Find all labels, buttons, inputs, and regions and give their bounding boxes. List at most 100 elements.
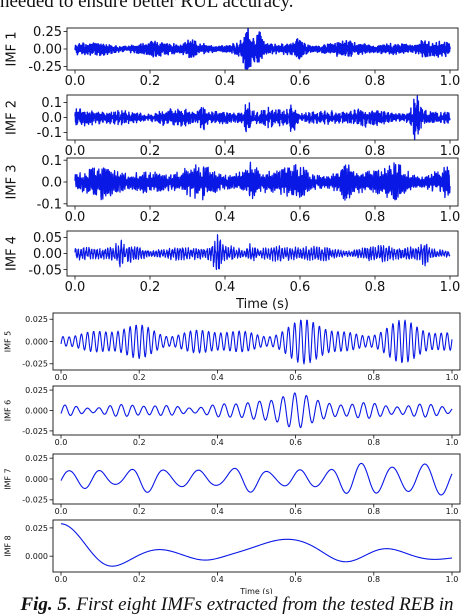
x-tick-label: 0.4 <box>215 280 236 295</box>
x-tick-label: 0.2 <box>133 575 146 584</box>
axes-frame <box>52 519 461 573</box>
imf-signal-line <box>60 523 453 567</box>
body-text-top: needed to ensure better RUL accuracy. <box>0 0 294 12</box>
x-tick-label: 0.0 <box>55 575 68 584</box>
y-tick-label: -0.025 <box>22 427 48 436</box>
x-tick-label: 0.6 <box>289 507 302 516</box>
imf-signal-line <box>74 161 451 201</box>
x-tick-label: 1.0 <box>440 280 461 295</box>
x-axis-label: Time (s) <box>239 587 273 594</box>
y-tick-label: -0.1 <box>37 197 62 212</box>
caption-label: Fig. 5 <box>20 594 67 615</box>
x-tick-label: 1.0 <box>440 74 461 89</box>
x-tick-label: 0.6 <box>290 280 311 295</box>
y-axis-label: IMF 3 <box>5 165 20 200</box>
x-tick-label: 1.0 <box>446 373 459 382</box>
y-tick-label: 0.00 <box>33 247 62 262</box>
y-tick-label: -0.025 <box>22 360 48 369</box>
x-tick-label: 0.0 <box>65 210 86 225</box>
x-tick-label: 0.0 <box>65 280 86 295</box>
imf-signal-line <box>60 462 453 496</box>
caption-text: First eight IMFs extracted from the test… <box>76 594 454 615</box>
y-axis-label: IMF 8 <box>4 535 13 557</box>
y-tick-label: 0.000 <box>25 552 48 561</box>
axes-frame <box>52 453 461 505</box>
imf-signal-line <box>60 392 453 429</box>
y-tick-label: 0.1 <box>41 154 62 169</box>
x-tick-label: 0.6 <box>289 373 302 382</box>
x-tick-label: 0.2 <box>140 144 161 159</box>
y-axis-label: IMF 2 <box>5 100 20 135</box>
imf-signal-line <box>74 95 451 141</box>
y-axis-label: IMF 5 <box>4 331 13 353</box>
imf-subplot: 0.0 0.2 0.4 0.6 0.8 1.0 0.025 0.000 IMF 8 Time (s… <box>4 519 461 594</box>
x-tick-label: 1.0 <box>446 507 459 516</box>
y-axis-label: IMF 4 <box>5 236 20 271</box>
x-tick-label: 1.0 <box>446 575 459 584</box>
x-tick-label: 0.6 <box>290 144 311 159</box>
figure-caption: Fig. 5. First eight IMFs extracted from … <box>20 594 454 615</box>
y-tick-label: -0.1 <box>37 126 62 141</box>
y-tick-label: 0.025 <box>25 386 48 395</box>
imf-subplot: 0.0 0.2 0.4 0.6 0.8 1.0 0.050.00-0.05 IMF 4 Time… <box>5 230 461 312</box>
x-tick-label: 0.0 <box>55 373 68 382</box>
x-tick-label: 0.8 <box>367 373 380 382</box>
x-tick-label: 0.8 <box>367 507 380 516</box>
y-tick-label: 0.05 <box>33 231 62 246</box>
y-tick-label: 0.25 <box>33 25 62 40</box>
y-tick-label: 0.000 <box>25 406 48 415</box>
imf-subplot: 0.0 0.2 0.4 0.6 0.8 1.0 0.025 0.000 -0.025 IMF 5 <box>4 312 461 382</box>
x-tick-label: 0.2 <box>133 507 146 516</box>
y-tick-label: -0.25 <box>28 60 62 75</box>
x-tick-label: 0.2 <box>140 280 161 295</box>
y-tick-label: -0.025 <box>22 496 48 505</box>
x-tick-label: 0.8 <box>365 144 386 159</box>
x-tick-label: 0.6 <box>290 210 311 225</box>
y-tick-label: 0.025 <box>25 315 48 324</box>
y-tick-label: 0.000 <box>25 337 48 346</box>
y-tick-label: 0.0 <box>41 111 62 126</box>
x-tick-label: 0.8 <box>367 575 380 584</box>
y-tick-label: 0.0 <box>41 176 62 191</box>
x-tick-label: 1.0 <box>446 438 459 447</box>
x-tick-label: 0.0 <box>55 507 68 516</box>
x-tick-label: 0.4 <box>211 438 224 447</box>
y-tick-label: -0.05 <box>28 263 62 278</box>
x-tick-label: 0.6 <box>289 438 302 447</box>
x-tick-label: 0.6 <box>290 74 311 89</box>
x-tick-label: 0.8 <box>365 74 386 89</box>
y-axis-label: IMF 1 <box>5 32 20 67</box>
imf-signal-line <box>74 234 451 271</box>
x-tick-label: 0.2 <box>133 438 146 447</box>
x-tick-label: 0.2 <box>140 74 161 89</box>
x-tick-label: 0.4 <box>211 575 224 584</box>
x-tick-label: 0.0 <box>65 74 86 89</box>
imf-subplot: 0.0 0.2 0.4 0.6 0.8 1.0 0.25 0.00 -0.25 IMF 1 <box>5 25 461 89</box>
y-tick-label: 0.025 <box>25 524 48 533</box>
x-axis-label: Time (s) <box>235 297 289 312</box>
x-tick-label: 0.8 <box>367 438 380 447</box>
x-tick-label: 0.8 <box>365 210 386 225</box>
imf-subplot: 0.0 0.2 0.4 0.6 0.8 1.0 0.025 0.000 -0.025 IMF 7 <box>4 453 461 516</box>
x-tick-label: 0.4 <box>215 210 236 225</box>
x-tick-label: 0.0 <box>65 144 86 159</box>
imf-signal-line <box>60 319 453 365</box>
x-tick-label: 1.0 <box>440 210 461 225</box>
y-tick-label: 0.1 <box>41 96 62 111</box>
x-tick-label: 0.4 <box>215 144 236 159</box>
y-axis-label: IMF 7 <box>4 468 13 490</box>
x-tick-label: 0.0 <box>55 438 68 447</box>
x-tick-label: 0.8 <box>365 280 386 295</box>
y-tick-label: 0.00 <box>33 43 62 58</box>
x-tick-label: 0.6 <box>289 575 302 584</box>
x-tick-label: 0.4 <box>211 373 224 382</box>
x-tick-label: 0.2 <box>133 373 146 382</box>
y-axis-label: IMF 6 <box>4 400 13 422</box>
x-tick-label: 0.4 <box>215 74 236 89</box>
y-tick-label: 0.025 <box>25 454 48 463</box>
x-tick-label: 1.0 <box>440 144 461 159</box>
y-tick-label: 0.000 <box>25 475 48 484</box>
